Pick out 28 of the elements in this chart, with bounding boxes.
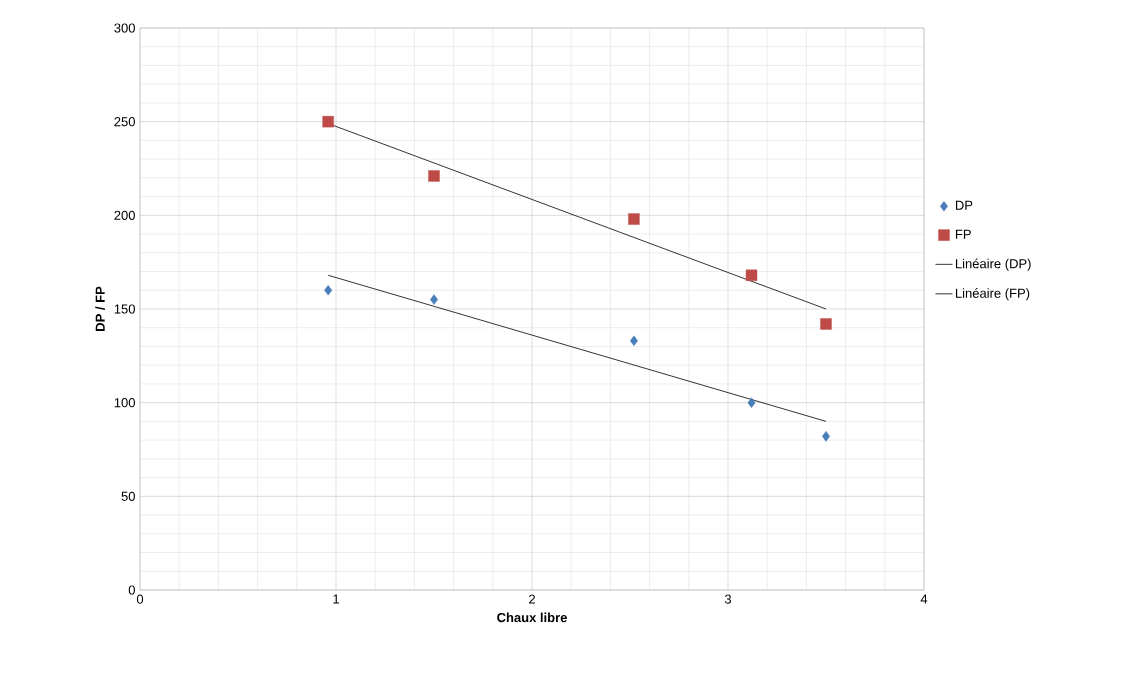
point (629, 335, 638, 347)
y-tick-label: 100 (114, 398, 135, 408)
legend-label: Linéaire (DP) (955, 258, 1031, 271)
point (322, 115, 334, 128)
x-axis-title: Chaux libre (497, 612, 567, 623)
point (324, 285, 333, 296)
y-axis-title: DP / FP (95, 286, 105, 331)
x-tick-label: 2 (529, 594, 535, 604)
point (820, 318, 832, 330)
legend-label: FP (955, 229, 971, 239)
point (628, 213, 640, 225)
point (747, 397, 756, 408)
point (745, 269, 758, 281)
y-tick-label: 150 (114, 304, 135, 314)
y-tick-label: 300 (114, 23, 135, 33)
y-tick-label: 250 (114, 117, 135, 127)
legend-label: Linéaire (FP) (955, 288, 1030, 301)
y-tick-label: 50 (121, 491, 135, 501)
x-tick-label: 0 (136, 594, 144, 604)
x-tick-label: 3 (724, 594, 732, 604)
x-tick-label: 1 (333, 594, 339, 604)
point (428, 170, 440, 182)
legend-label: DP (955, 200, 973, 210)
x-tick-label: 4 (920, 594, 928, 604)
y-tick-label: 200 (114, 210, 135, 220)
point (822, 431, 830, 442)
y-tick-label: 0 (128, 585, 135, 595)
point (430, 294, 438, 305)
